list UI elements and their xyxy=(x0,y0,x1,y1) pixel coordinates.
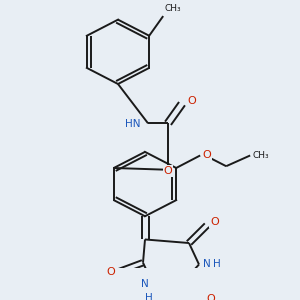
Text: O: O xyxy=(202,150,211,160)
Text: N: N xyxy=(141,279,149,289)
Text: O: O xyxy=(106,267,116,277)
Text: O: O xyxy=(206,294,215,300)
Text: H: H xyxy=(145,293,153,300)
Text: HN: HN xyxy=(124,119,140,129)
Text: CH₃: CH₃ xyxy=(164,4,181,14)
Text: N: N xyxy=(203,260,211,269)
Text: O: O xyxy=(210,218,219,227)
Text: O: O xyxy=(164,166,172,176)
Text: CH₃: CH₃ xyxy=(252,151,269,160)
Text: O: O xyxy=(187,96,196,106)
Text: H: H xyxy=(213,260,221,269)
